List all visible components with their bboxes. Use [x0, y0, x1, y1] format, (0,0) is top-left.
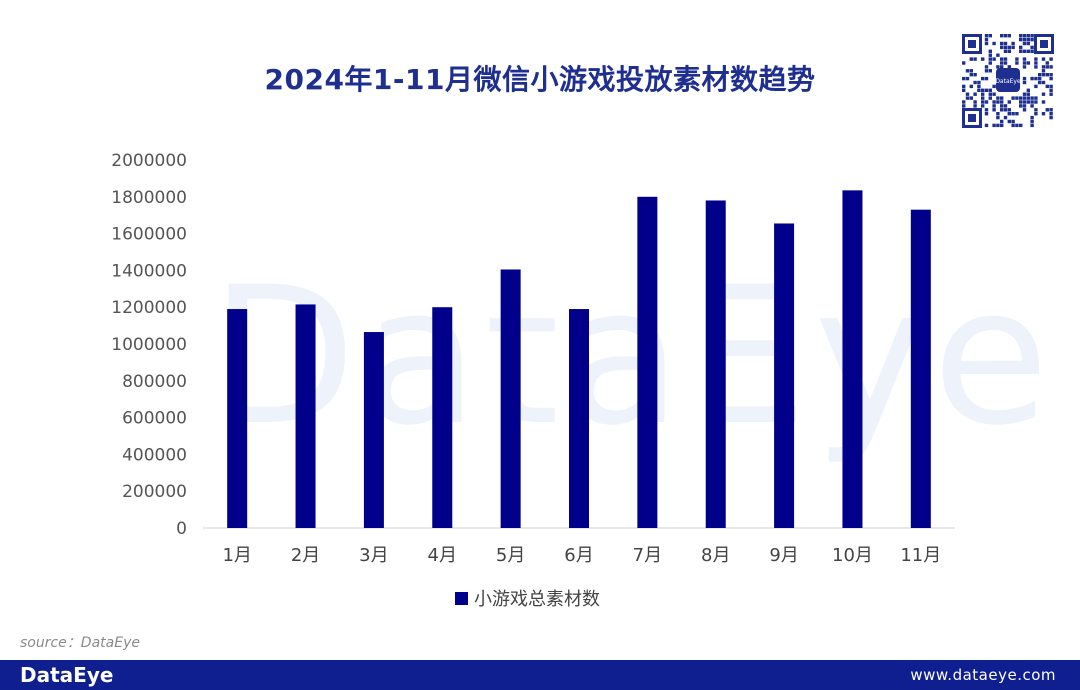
footer-bar: DataEye www.dataeye.com — [0, 660, 1080, 690]
y-tick-label: 1200000 — [111, 298, 187, 318]
x-tick-label: 1月 — [222, 545, 251, 566]
watermark: DataEye — [210, 246, 1056, 467]
y-tick-label: 1000000 — [111, 335, 187, 355]
x-tick-label: 6月 — [564, 545, 593, 566]
legend-swatch — [455, 592, 468, 605]
x-tick-label: 10月 — [832, 545, 873, 566]
y-tick-label: 1400000 — [111, 261, 187, 281]
x-tick-label: 9月 — [769, 545, 798, 566]
footer-brand: DataEye — [20, 663, 114, 687]
x-tick-label: 11月 — [900, 545, 941, 566]
bar — [774, 223, 795, 529]
bar — [569, 309, 589, 528]
qr-badge-text: DataEye — [995, 78, 1021, 85]
legend-label: 小游戏总素材数 — [474, 589, 600, 610]
bar — [295, 304, 316, 528]
x-tick-label: 3月 — [359, 545, 388, 566]
chart-title: 2024年1-11月微信小游戏投放素材数趋势 — [264, 63, 816, 96]
x-tick-label: 5月 — [496, 545, 525, 566]
qr-code-icon: DataEye — [960, 32, 1056, 130]
source-note: source：DataEye — [20, 635, 140, 651]
bar — [842, 190, 863, 529]
bar — [432, 307, 453, 528]
x-tick-label: 8月 — [701, 545, 730, 566]
x-tick-label: 2月 — [291, 545, 320, 566]
y-tick-label: 1800000 — [111, 188, 187, 208]
y-tick-label: 2000000 — [111, 151, 187, 171]
y-tick-label: 200000 — [122, 482, 187, 502]
y-tick-label: 1600000 — [111, 225, 187, 245]
y-tick-label: 800000 — [122, 372, 187, 392]
bar — [705, 200, 726, 529]
bar — [500, 269, 521, 528]
y-tick-label: 400000 — [122, 445, 187, 465]
bar-chart: 0 200000 400000 600000 800000 1000000 1200000 1… — [111, 151, 955, 610]
x-tick-label: 4月 — [428, 545, 457, 566]
bar — [363, 332, 384, 528]
bar — [910, 209, 931, 528]
y-tick-label: 600000 — [122, 409, 187, 429]
bar — [637, 196, 658, 529]
bar — [227, 309, 248, 528]
x-tick-label: 7月 — [633, 545, 662, 566]
y-tick-label: 0 — [176, 519, 187, 539]
footer-url: www.dataeye.com — [910, 666, 1056, 684]
